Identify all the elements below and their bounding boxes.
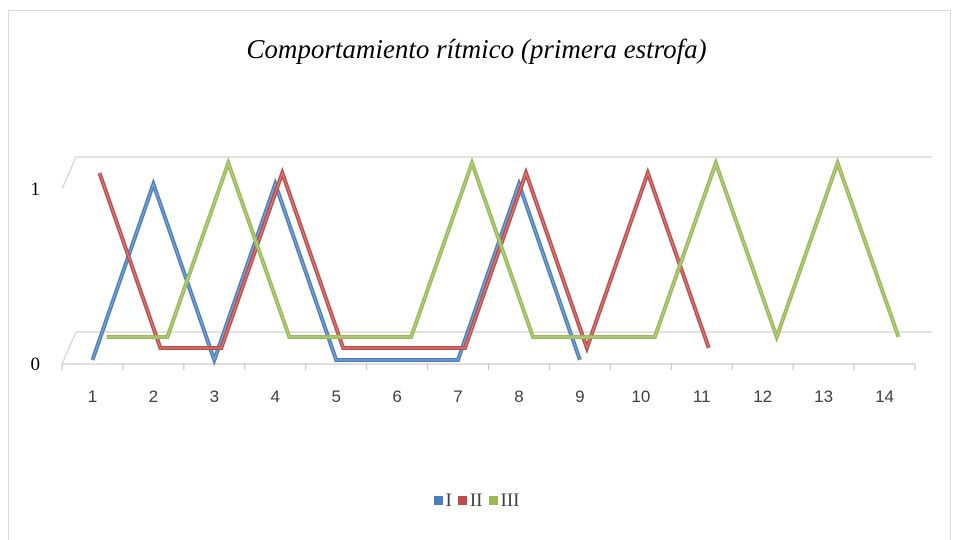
x-tick-label: 8 [514, 387, 523, 406]
legend-label: I [445, 490, 452, 511]
chart-frame [8, 10, 951, 540]
x-tick-label: 13 [814, 387, 833, 406]
legend-label: III [500, 490, 520, 511]
grid-layer [61, 156, 932, 365]
gridline-0-depth [61, 331, 77, 365]
x-tick-label: 7 [453, 387, 462, 406]
axis-layer [61, 363, 916, 370]
series-line-III [106, 156, 901, 344]
legend-item-III: III [488, 490, 520, 512]
legend-item-II: II [457, 490, 483, 512]
x-tick-label: 9 [575, 387, 584, 406]
legend-item-I: I [433, 490, 452, 512]
x-tick-label: 4 [271, 387, 280, 406]
gridline-1-depth [61, 156, 77, 190]
x-tick-label: 3 [210, 387, 219, 406]
legend-swatch [488, 496, 498, 505]
y-tick-label: 0 [31, 354, 41, 375]
x-tick-label: 12 [753, 387, 772, 406]
x-tick-label: 6 [392, 387, 401, 406]
legend-label: II [469, 490, 483, 511]
series-line-highlight-III [106, 161, 899, 339]
series-layer [90, 156, 901, 367]
x-tick-label: 5 [331, 387, 340, 406]
legend-swatch [433, 496, 443, 505]
y-tick-label: 1 [31, 179, 41, 200]
x-tick-label: 1 [88, 387, 97, 406]
x-tick-label: 14 [875, 387, 894, 406]
x-tick-label: 2 [149, 387, 158, 406]
series-line-highlight-II [99, 171, 710, 350]
x-tick-label: 11 [693, 387, 711, 406]
x-tick-label: 10 [631, 387, 650, 406]
legend-swatch [457, 496, 467, 505]
series-line-II [97, 166, 711, 355]
chart-title: Comportamiento rítmico (primera estrofa) [246, 34, 707, 64]
legend: I II III [0, 490, 953, 512]
